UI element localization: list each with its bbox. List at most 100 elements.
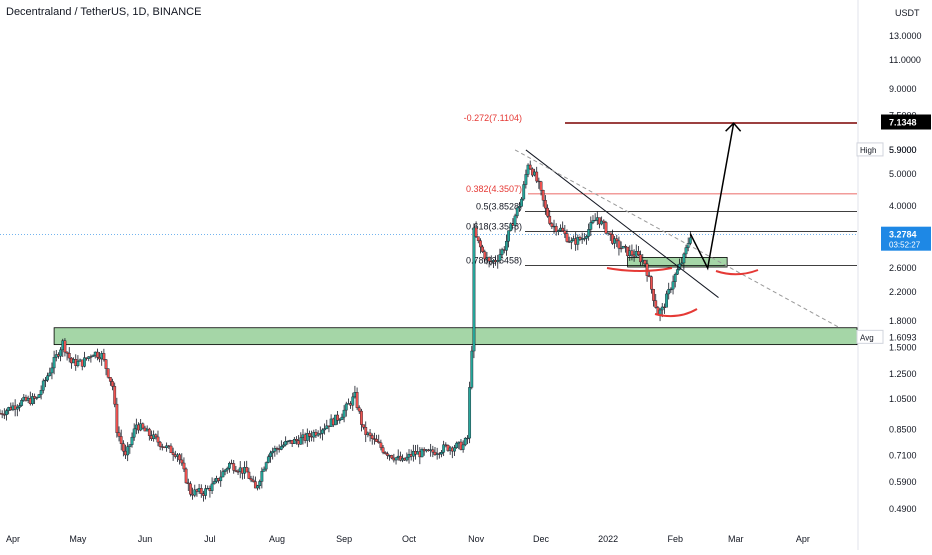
candle-body <box>654 300 658 308</box>
candle-body <box>95 351 99 358</box>
candle-body <box>344 403 348 411</box>
candle-body <box>340 416 344 420</box>
candle-body <box>156 436 160 443</box>
candle-body <box>119 436 123 444</box>
candle-body <box>284 441 288 446</box>
candle-body <box>370 435 374 439</box>
candle-body <box>210 483 214 491</box>
candle-body <box>541 190 545 201</box>
candle-body <box>569 240 573 243</box>
candle-body <box>476 236 480 241</box>
candle-body <box>355 392 359 408</box>
candle-body <box>543 200 547 209</box>
candle-body <box>189 483 192 495</box>
y-tick-label: 9.0000 <box>889 84 917 94</box>
candle-body <box>52 357 56 369</box>
candle-body <box>113 386 117 405</box>
candle-body <box>351 396 355 406</box>
candle-body <box>266 456 270 463</box>
candle-body <box>615 238 619 242</box>
candle-body <box>184 468 188 484</box>
candle-body <box>308 433 311 437</box>
candle-body <box>111 381 114 387</box>
dashed-trendline <box>514 149 840 329</box>
candle-body <box>325 425 329 429</box>
candle-body <box>50 367 54 374</box>
candle-body <box>377 441 381 444</box>
candle-body <box>342 409 346 418</box>
candle-body <box>212 481 216 485</box>
candle-body <box>381 447 385 453</box>
candle-body <box>643 260 647 265</box>
axis-tag-value: 5.9000 <box>889 145 917 155</box>
candle-body <box>468 387 472 439</box>
candle-body <box>483 251 487 260</box>
y-tick-label: 0.4900 <box>889 504 917 514</box>
x-tick-label: May <box>69 534 87 544</box>
candle-body <box>673 273 677 282</box>
candle-body <box>154 434 158 438</box>
candle-body <box>546 207 549 217</box>
candle-body <box>513 215 517 226</box>
candle-body <box>87 356 91 359</box>
candle-body <box>260 471 264 482</box>
candle-body <box>247 471 251 479</box>
y-tick-label: 0.8500 <box>889 424 917 434</box>
projection-path <box>689 123 735 271</box>
candle-body <box>671 281 675 290</box>
candle-body <box>474 227 478 237</box>
candle-body <box>178 454 182 461</box>
y-tick-label: 1.2500 <box>889 369 917 379</box>
candle-body <box>295 439 298 441</box>
candle-body <box>368 432 372 436</box>
candle-body <box>688 237 692 244</box>
candle-body <box>528 164 532 170</box>
candle-body <box>15 407 19 410</box>
candle-body <box>225 468 229 471</box>
x-tick-label: Dec <box>533 534 550 544</box>
candle-body <box>455 442 459 448</box>
candle-body <box>563 230 567 234</box>
y-tick-label: 2.6000 <box>889 263 917 273</box>
y-tick-label: 1.8000 <box>889 316 917 326</box>
candle-body <box>158 441 162 447</box>
candle-body <box>338 419 342 421</box>
axis-tag <box>856 329 884 344</box>
candle-body <box>249 478 253 481</box>
candle-body <box>169 445 173 454</box>
candle-body <box>234 470 238 472</box>
candle-body <box>269 452 272 457</box>
candle-body <box>647 275 651 277</box>
candle-body <box>526 164 530 175</box>
candle-body <box>362 424 365 428</box>
candle-body <box>221 471 225 478</box>
x-tick-label: Aug <box>269 534 285 544</box>
candle-body <box>0 413 4 415</box>
axis-tag-label: Avg <box>860 333 874 342</box>
candle-body <box>147 428 151 436</box>
candle-body <box>617 240 621 249</box>
candle-body <box>472 227 476 352</box>
candle-body <box>487 257 491 262</box>
candle-body <box>442 444 446 453</box>
candle-body <box>604 222 608 234</box>
x-tick-label: Jul <box>204 534 216 544</box>
candle-body <box>286 440 290 443</box>
current-price-tag <box>881 226 931 251</box>
candle-body <box>539 181 543 191</box>
fib-level-label: 0.618(3.3548) <box>466 221 522 231</box>
candle-body <box>466 437 469 440</box>
candle-body <box>67 353 71 359</box>
candle-body <box>524 174 528 185</box>
y-tick-label: 5.9000 <box>889 145 917 155</box>
candle-body <box>48 372 52 376</box>
axis-tag-label: High <box>860 146 876 155</box>
candle-body <box>292 439 296 444</box>
candle-body <box>587 229 591 237</box>
candle-body <box>364 427 368 435</box>
candle-body <box>232 463 236 471</box>
candle-body <box>180 459 184 464</box>
candle-body <box>390 455 394 459</box>
